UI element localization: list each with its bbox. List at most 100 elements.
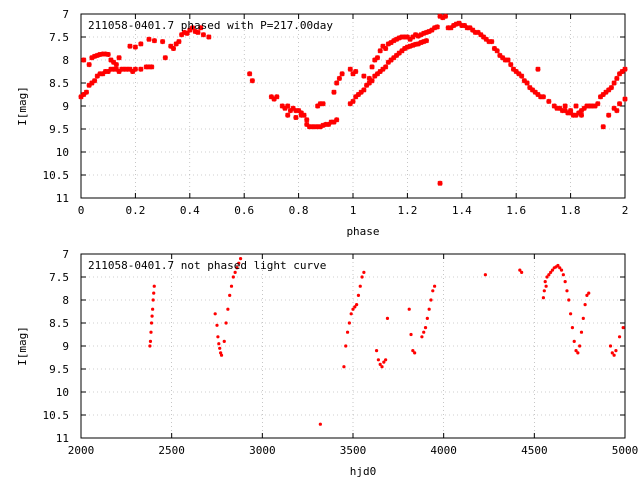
data-point [391,55,397,61]
data-point [407,36,413,42]
data-point [616,101,623,107]
data-point [461,22,468,29]
data-point [535,66,541,72]
data-point [293,114,299,121]
data-point [148,344,152,348]
data-point [538,94,544,100]
data-point [524,80,530,86]
data-point [415,33,421,39]
data-point [274,94,280,100]
x-tick-label: 1.8 [561,204,581,217]
unphased-light-curve-panel: 2000 2500 3000 3500 4000 4500 5000 7 7.5 8 8.5 9 9.5… [16,248,638,478]
data-point [146,36,152,42]
data-point [336,75,342,81]
data-point [558,266,562,270]
data-point [355,303,359,307]
data-point [111,59,117,65]
data-point [491,45,498,52]
data-point [306,124,313,130]
data-point [105,51,111,58]
data-point [301,112,307,118]
data-point [587,291,591,295]
data-point [219,353,224,357]
x-tick-label: 3500 [340,444,367,457]
data-point [309,124,315,130]
data-point [432,25,438,31]
data-point [360,275,364,279]
data-point [426,28,432,35]
data-point [374,55,381,61]
x-tick-label: 1.6 [506,204,526,217]
data-point [391,38,397,44]
data-point [415,41,421,47]
data-point [238,257,243,261]
data-point [271,96,277,102]
data-point [119,66,125,72]
data-point [569,312,573,316]
data-point [189,25,196,31]
data-point [494,48,500,54]
data-point [378,362,382,366]
data-point [195,29,201,35]
data-point [404,44,410,50]
y-tick-label: 9.5 [49,123,69,136]
data-point [323,121,329,127]
data-point [320,101,326,107]
data-point [315,103,321,109]
data-point [573,112,579,118]
x-tick-label: 3000 [249,444,276,457]
data-point [434,24,440,30]
data-point [231,275,235,279]
data-point [584,103,590,109]
data-point [576,351,580,355]
data-point [411,349,415,353]
data-point [500,55,506,61]
data-point [215,323,219,327]
plot-frame [80,253,626,439]
y-tick-label: 8 [62,54,69,67]
data-point [402,34,408,40]
data-point [382,360,386,364]
data-point [581,316,585,320]
data-point [622,96,628,102]
data-point [407,307,411,311]
data-point [475,29,481,35]
data-point [290,105,296,111]
x-tick-label: 2 [622,204,629,217]
data-point [150,314,154,318]
data-point [216,335,220,339]
x-axis-title: phase [346,225,379,238]
data-point [89,80,95,86]
data-point [423,38,430,44]
data-point [304,117,310,123]
data-point [100,51,106,57]
data-point [184,30,190,36]
data-point [532,89,538,95]
phased-light-curve-panel: 0 0.2 0.4 0.6 0.8 1 1.2 1.4 1.6 1.8 2 7 7.5 8 8.5 9 9.5 1… [16,8,628,238]
data-point [143,64,149,70]
data-point [78,94,84,100]
data-point [427,307,431,311]
data-point [456,20,462,26]
data-point [247,71,253,77]
data-point [616,71,623,77]
data-point [383,45,389,52]
data-point [393,36,400,42]
data-point [351,307,355,311]
x-tick-label: 0.4 [180,204,200,217]
data-point [108,57,114,63]
data-point [320,122,326,128]
data-point [559,108,566,114]
data-point [192,28,198,35]
data-point [385,41,391,47]
data-point [350,71,356,77]
data-point [520,270,524,274]
data-point [535,91,541,98]
data-point [611,80,617,86]
plot-frame [80,13,626,199]
data-point [544,284,548,288]
data-point [589,103,595,109]
data-point [100,71,106,77]
data-point [92,78,98,84]
data-point [151,298,155,302]
